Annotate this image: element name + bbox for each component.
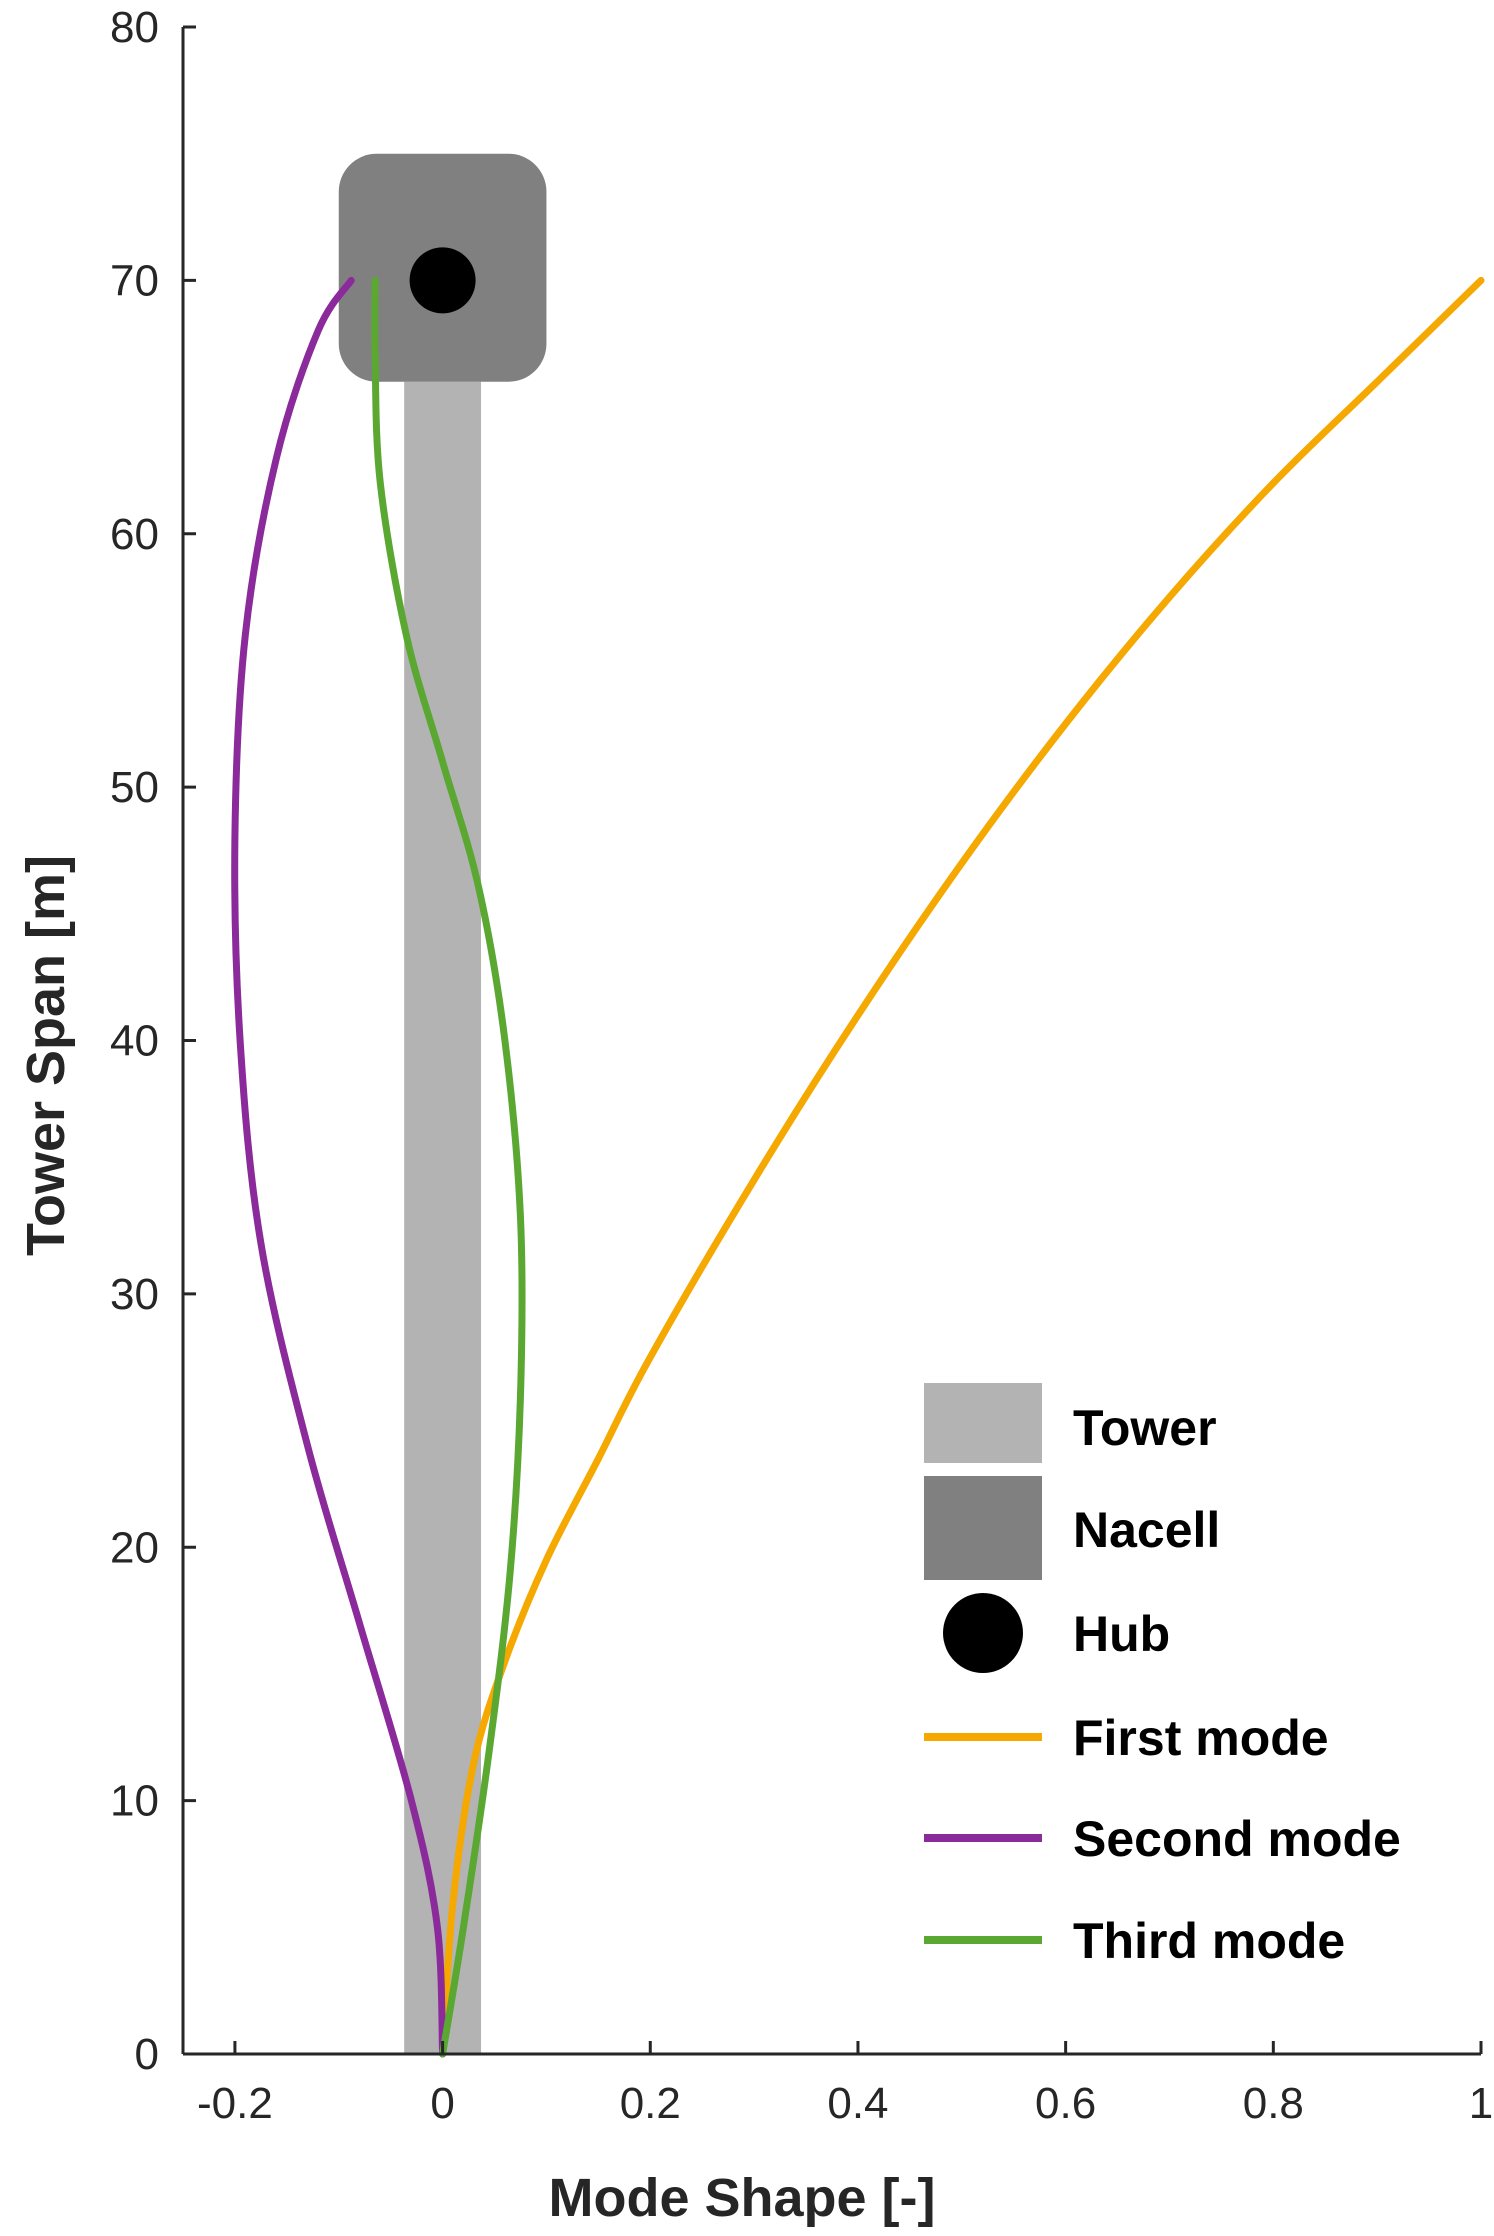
y-tick-label: 40 <box>110 1017 159 1066</box>
axes: -0.2 0 0.2 0.4 0.6 0.8 1 0 10 20 30 40 50 60 70 80 Mod… <box>16 3 1493 2228</box>
series-line-third-mode <box>371 276 526 2058</box>
legend-hub-swatch <box>943 1593 1023 1673</box>
legend-nacelle-swatch <box>924 1476 1042 1580</box>
y-tick-label: 10 <box>110 1777 159 1826</box>
mode-series <box>231 276 1485 2058</box>
legend: Tower Nacell Hub First mode Second mode … <box>924 1383 1401 1969</box>
y-tick-label: 50 <box>110 763 159 812</box>
y-axis-label: Tower Span [m] <box>16 855 76 1256</box>
legend-tower-swatch <box>924 1383 1042 1463</box>
y-tick-label: 70 <box>110 256 159 305</box>
x-tick-label: 0 <box>430 2079 454 2128</box>
x-tick-label: 0.8 <box>1243 2079 1304 2128</box>
y-tick-label: 20 <box>110 1523 159 1572</box>
legend-hub-label: Hub <box>1073 1606 1170 1662</box>
y-tick-label: 80 <box>110 3 159 52</box>
legend-second-mode-label: Second mode <box>1073 1811 1401 1867</box>
legend-third-mode-label: Third mode <box>1073 1913 1345 1969</box>
y-tick-label: 30 <box>110 1270 159 1319</box>
y-ticks: 0 10 20 30 40 50 60 70 80 <box>110 3 196 2079</box>
x-tick-label: -0.2 <box>197 2079 273 2128</box>
x-tick-label: 1 <box>1469 2079 1493 2128</box>
tower-structure <box>338 153 547 2055</box>
hub-marker <box>409 247 476 314</box>
x-axis-label: Mode Shape [-] <box>549 2168 936 2228</box>
x-tick-label: 0.2 <box>620 2079 681 2128</box>
x-ticks: -0.2 0 0.2 0.4 0.6 0.8 1 <box>197 2041 1493 2128</box>
x-tick-label: 0.6 <box>1035 2079 1096 2128</box>
x-tick-label: 0.4 <box>827 2079 888 2128</box>
legend-tower-label: Tower <box>1073 1400 1217 1456</box>
legend-first-mode-label: First mode <box>1073 1710 1329 1766</box>
series-line-first-mode <box>439 276 1485 2058</box>
y-tick-label: 0 <box>135 2030 159 2079</box>
series-line-second-mode <box>231 276 447 2058</box>
y-tick-label: 60 <box>110 510 159 559</box>
legend-nacelle-label: Nacell <box>1073 1502 1220 1558</box>
